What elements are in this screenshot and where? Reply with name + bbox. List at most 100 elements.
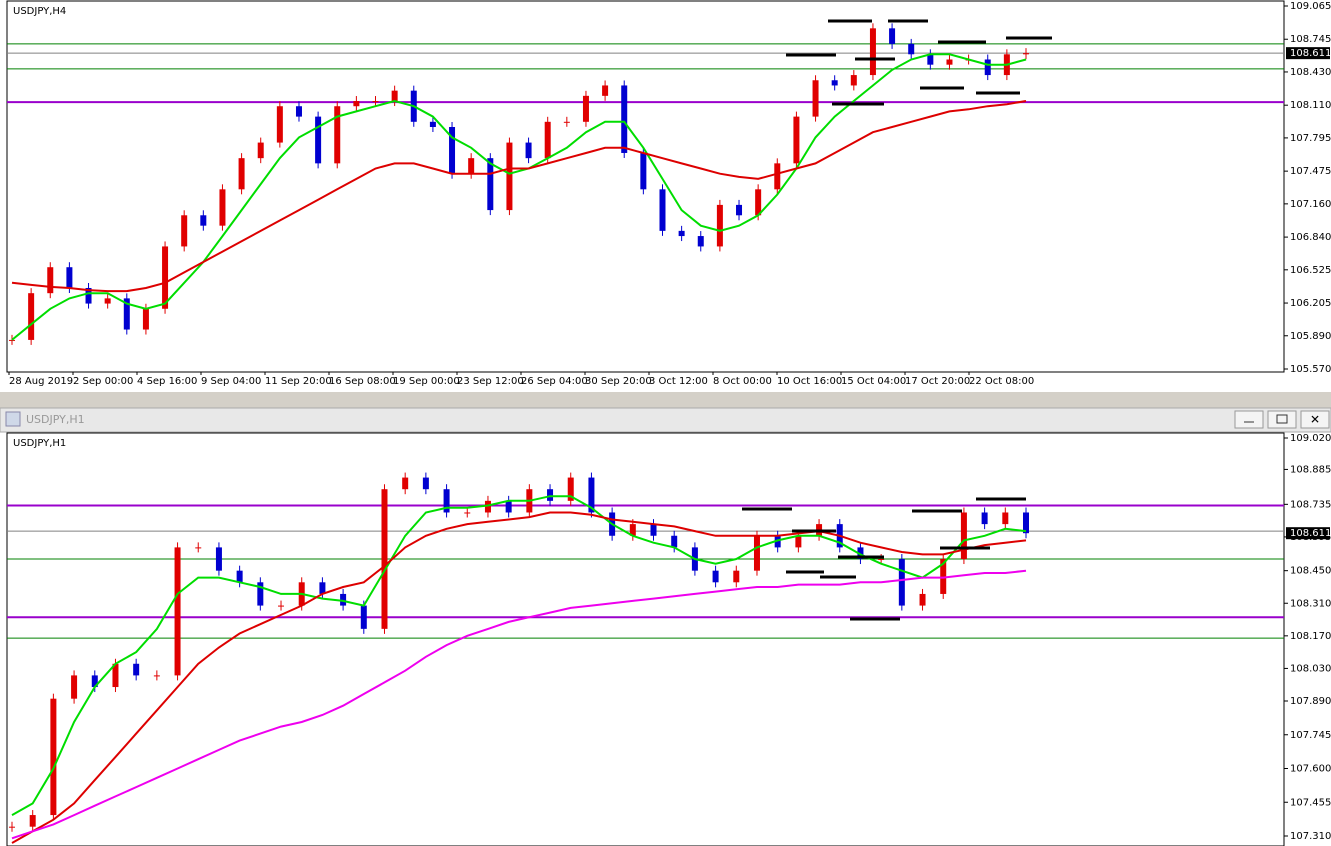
candle-body [755, 189, 762, 216]
candle-body [547, 489, 554, 501]
candle-body [91, 675, 98, 688]
symbol-label: USDJPY,H4 [13, 6, 66, 17]
candle-body [960, 512, 967, 560]
candle-body [236, 570, 243, 583]
candle-body [104, 298, 111, 304]
candle-body [449, 127, 456, 174]
y-tick-label: 107.600 [1290, 764, 1331, 775]
x-tick-label: 2 Sep 00:00 [73, 376, 133, 387]
candle-body [85, 287, 92, 304]
candle-body [506, 142, 513, 211]
candle-body [112, 663, 119, 688]
candle-body [795, 535, 802, 548]
candle-body [174, 547, 181, 676]
minimize-button[interactable] [1234, 410, 1264, 429]
candle-body [640, 152, 647, 190]
y-tick-label: 107.890 [1290, 696, 1331, 707]
y-tick-label: 108.310 [1290, 598, 1331, 609]
h4-panel: USDJPY,H4 109.065 108.745 108.430 108.110 107… [6, 0, 1331, 387]
y-tick-label: 108.430 [1290, 67, 1331, 78]
y-tick-label: 108.110 [1290, 100, 1331, 111]
candle-body [981, 512, 988, 525]
x-tick-label: 17 Oct 20:00 [905, 376, 970, 387]
candle-body [567, 477, 574, 501]
y-tick-label: 105.890 [1290, 331, 1331, 342]
current-price-label: 108.611 [1290, 528, 1331, 539]
y-tick-label: 107.455 [1290, 797, 1331, 808]
y-tick-label: 108.170 [1290, 631, 1331, 642]
x-tick-label: 23 Sep 12:00 [457, 376, 524, 387]
window-icon [5, 411, 21, 427]
h1-panel: USDJPY,H1109.020108.885108.735108.595108… [6, 432, 1331, 846]
close-button[interactable] [1300, 410, 1330, 429]
candle-body [9, 339, 15, 341]
candle-body [753, 535, 760, 571]
x-tick-label: 15 Oct 04:00 [841, 376, 906, 387]
candle-body [29, 815, 36, 827]
candle-body [215, 547, 222, 571]
x-tick-label: 28 Aug 2019 [9, 376, 73, 387]
candle-body [71, 675, 78, 699]
candle-body [659, 189, 666, 231]
candle-body [712, 570, 719, 583]
candle-body [278, 605, 285, 607]
candle-body [487, 158, 494, 211]
x-tick-label: 30 Sep 20:00 [585, 376, 652, 387]
candle-body [774, 163, 781, 190]
candle-body [276, 106, 283, 143]
candle-body [315, 116, 322, 164]
candle-body [133, 663, 140, 676]
plot-frame [6, 432, 1285, 846]
y-tick-label: 105.570 [1290, 364, 1331, 375]
y-tick-label: 107.310 [1290, 831, 1331, 842]
moving-average [11, 100, 1027, 293]
candle-body [946, 59, 953, 65]
candle-body [733, 570, 740, 583]
y-tick-label: 106.840 [1290, 232, 1331, 243]
candle-body [629, 524, 636, 536]
y-tick-label: 107.475 [1290, 166, 1331, 177]
candle-body [200, 215, 207, 226]
candle-body [360, 605, 367, 629]
candle-body [443, 489, 450, 513]
candle-body [238, 158, 245, 190]
y-tick-label: 108.030 [1290, 663, 1331, 674]
symbol-label: USDJPY,H1 [13, 438, 66, 449]
y-tick-label: 108.885 [1290, 464, 1331, 475]
x-tick-label: 16 Sep 08:00 [329, 376, 396, 387]
x-tick-label: 26 Sep 04:00 [521, 376, 588, 387]
candle-body [602, 85, 609, 96]
candle-body [484, 500, 491, 513]
close-icon: ✕ [1310, 413, 1320, 427]
candle-body [831, 80, 838, 86]
candle-body [295, 106, 302, 117]
y-tick-label: 107.745 [1290, 730, 1331, 741]
candle-body [50, 698, 57, 816]
x-tick-label: 3 Oct 12:00 [649, 376, 708, 387]
candle-body [898, 559, 905, 606]
y-tick-label: 109.020 [1290, 433, 1331, 444]
current-price-box [1286, 47, 1330, 60]
candle-body [716, 204, 723, 247]
y-tick-label: 109.065 [1290, 1, 1331, 12]
x-tick-label: 9 Sep 04:00 [201, 376, 261, 387]
candle-body [850, 75, 857, 86]
candle-body [563, 121, 570, 123]
candle-body [257, 142, 264, 159]
candle-body [391, 90, 398, 102]
candle-body [66, 267, 73, 288]
candle-body [671, 535, 678, 548]
candle-body [257, 582, 264, 606]
candle-body [544, 121, 551, 159]
candle-body [505, 500, 512, 513]
candle-body [774, 535, 781, 548]
window-title: USDJPY,H1 [26, 413, 85, 426]
restore-button[interactable] [1267, 410, 1297, 429]
candle-body [162, 246, 169, 309]
candle-body [47, 267, 54, 294]
window-titlebar [0, 407, 1331, 433]
moving-average [11, 495, 1027, 816]
separator [0, 392, 1331, 408]
